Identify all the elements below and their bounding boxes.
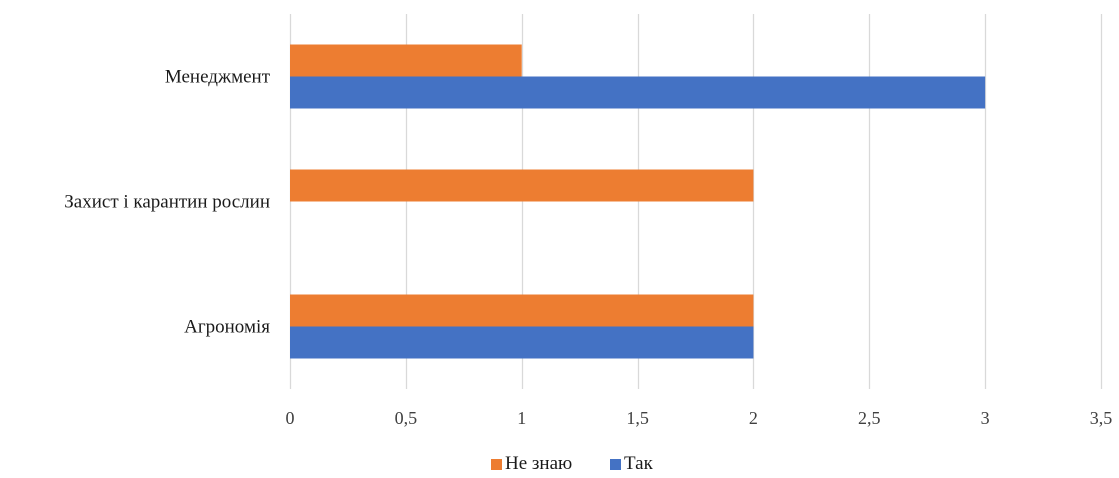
- bar-ne-znayu: [290, 169, 754, 202]
- legend-label: Не знаю: [505, 453, 572, 474]
- x-tick-label: 3,5: [1090, 408, 1113, 428]
- x-tick-label: 1: [517, 408, 526, 428]
- x-tick-labels: 0 0,5 1 1,5 2 2,5 3 3,5: [286, 408, 1113, 428]
- bar-tak: [290, 326, 754, 359]
- x-tick-label: 2: [749, 408, 758, 428]
- category-label: Менеджмент: [165, 67, 271, 88]
- category-label: Агрономія: [184, 317, 270, 338]
- x-tick-label: 2,5: [858, 408, 881, 428]
- category-label: Захист і карантин рослин: [64, 192, 270, 213]
- x-tick-label: 0: [286, 408, 295, 428]
- legend: Не знаю Так: [491, 453, 654, 474]
- bar-ne-znayu: [290, 44, 522, 77]
- x-tick-label: 3: [981, 408, 990, 428]
- legend-label: Так: [624, 453, 654, 474]
- category-labels: Менеджмент Захист і карантин рослин Агроно…: [64, 67, 270, 338]
- bars: [290, 44, 986, 359]
- legend-swatch: [610, 459, 621, 470]
- bar-tak: [290, 76, 986, 109]
- x-tick-label: 0,5: [395, 408, 418, 428]
- x-tick-label: 1,5: [626, 408, 649, 428]
- bar-ne-znayu: [290, 294, 754, 327]
- legend-swatch: [491, 459, 502, 470]
